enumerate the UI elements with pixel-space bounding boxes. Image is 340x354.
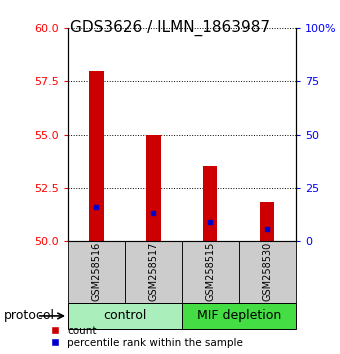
Text: protocol: protocol [3,309,54,322]
Bar [89,71,104,241]
Bar [260,202,274,241]
Bar [182,303,296,329]
Bar [182,241,239,303]
Text: GSM258530: GSM258530 [262,242,272,301]
Text: MIF depletion: MIF depletion [197,309,281,322]
Text: GDS3626 / ILMN_1863987: GDS3626 / ILMN_1863987 [70,19,270,36]
Bar [146,135,160,241]
Bar [203,166,218,241]
Legend: count, percentile rank within the sample: count, percentile rank within the sample [49,325,244,349]
Text: GSM258517: GSM258517 [149,242,158,301]
Text: control: control [103,309,147,322]
Bar [68,241,125,303]
Bar [68,303,182,329]
Text: GSM258515: GSM258515 [205,242,215,301]
Bar [239,241,296,303]
Text: GSM258516: GSM258516 [91,242,101,301]
Bar [125,241,182,303]
